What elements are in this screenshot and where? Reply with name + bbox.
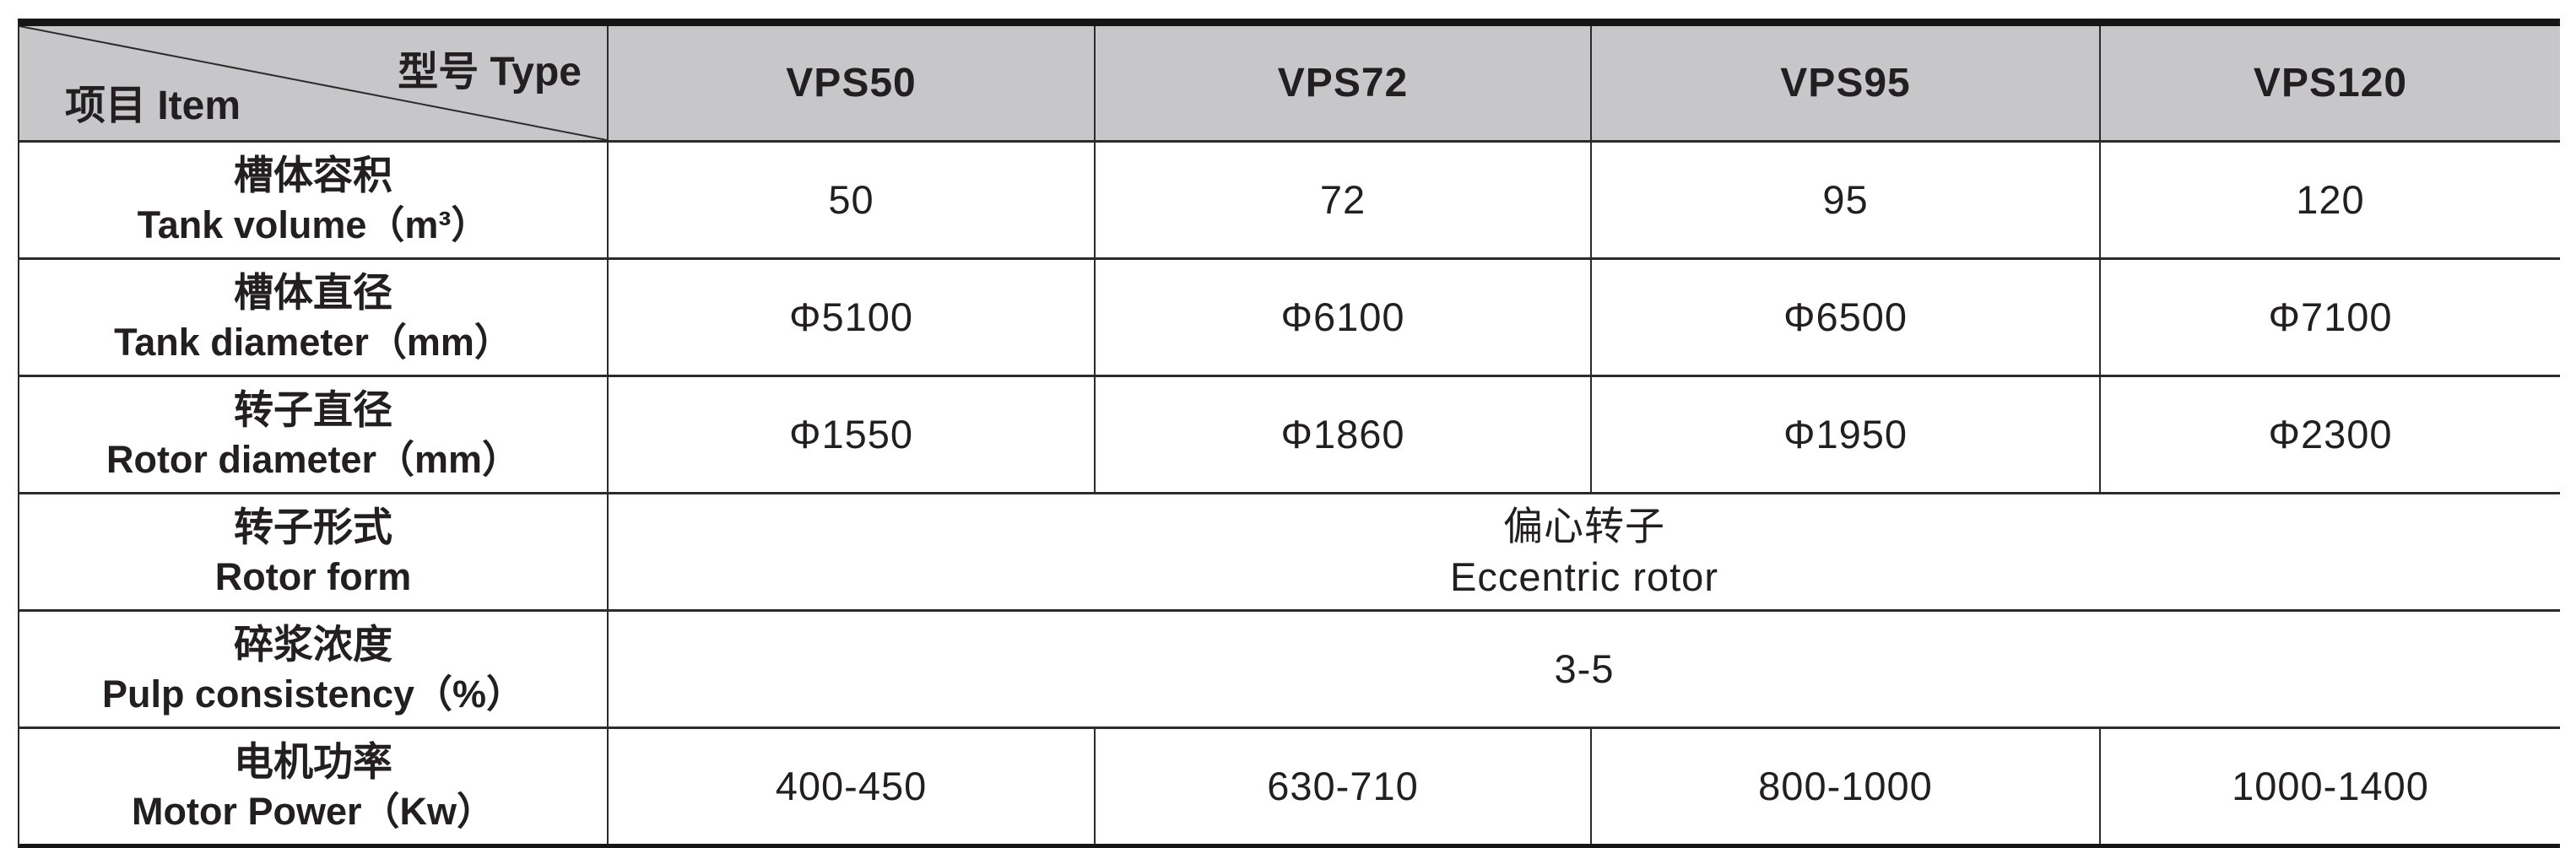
value-cell: 95 bbox=[1590, 143, 2099, 257]
column-header-label: VPS120 bbox=[2253, 60, 2408, 105]
column-header-label: VPS72 bbox=[1277, 60, 1409, 105]
merged-value-cell: 3-5 bbox=[607, 612, 2560, 726]
value-cell: 400-450 bbox=[607, 729, 1094, 844]
table-header-row: 型号 Type 项目 Item VPS50 VPS72 VPS95 VPS120 bbox=[19, 26, 2560, 140]
column-header-label: VPS95 bbox=[1780, 60, 1911, 105]
column-header-vps95: VPS95 bbox=[1590, 26, 2099, 140]
value-cell: Φ1550 bbox=[607, 377, 1094, 492]
column-header-vps120: VPS120 bbox=[2099, 26, 2560, 140]
value-text: Φ1950 bbox=[1783, 411, 1908, 456]
merged-value-text: 3-5 bbox=[1554, 645, 1615, 691]
corner-type-label: 型号 Type bbox=[398, 50, 582, 95]
row-label-zh: 转子形式 bbox=[234, 505, 392, 550]
row-label-en: Tank volume（m³） bbox=[137, 203, 490, 247]
value-text: 72 bbox=[1319, 176, 1366, 222]
table-row-tank-volume: 槽体容积 Tank volume（m³） 50 72 95 120 bbox=[19, 140, 2560, 257]
row-label-zh: 碎浆浓度 bbox=[234, 622, 392, 667]
row-label-cell: 碎浆浓度 Pulp consistency（%） bbox=[19, 612, 607, 726]
value-cell: Φ6500 bbox=[1590, 260, 2099, 375]
column-header-label: VPS50 bbox=[786, 60, 917, 105]
row-label-cell: 转子直径 Rotor diameter（mm） bbox=[19, 377, 607, 492]
row-label-zh: 电机功率 bbox=[234, 739, 392, 785]
value-text: 95 bbox=[1822, 176, 1869, 222]
value-cell: 72 bbox=[1094, 143, 1590, 257]
row-label-zh: 槽体直径 bbox=[234, 270, 392, 316]
row-label-en: Motor Power（Kw） bbox=[131, 790, 495, 834]
value-cell: Φ1860 bbox=[1094, 377, 1590, 492]
value-cell: 120 bbox=[2099, 143, 2560, 257]
row-label-cell: 电机功率 Motor Power（Kw） bbox=[19, 729, 607, 844]
row-label-zh: 转子直径 bbox=[234, 387, 392, 433]
value-cell: 50 bbox=[607, 143, 1094, 257]
value-cell: Φ6100 bbox=[1094, 260, 1590, 375]
table-row-rotor-form: 转子形式 Rotor form 偏心转子 Eccentric rotor bbox=[19, 492, 2560, 609]
value-text: 1000-1400 bbox=[2232, 763, 2429, 808]
row-label-cell: 槽体容积 Tank volume（m³） bbox=[19, 143, 607, 257]
row-label-zh: 槽体容积 bbox=[234, 153, 392, 198]
value-text: 800-1000 bbox=[1758, 763, 1933, 808]
value-cell: 800-1000 bbox=[1590, 729, 2099, 844]
row-label-en: Pulp consistency（%） bbox=[101, 672, 525, 716]
table-row-tank-diameter: 槽体直径 Tank diameter（mm） Φ5100 Φ6100 Φ6500… bbox=[19, 257, 2560, 375]
row-label-en: Rotor form bbox=[214, 555, 412, 599]
table-row-pulp-consistency: 碎浆浓度 Pulp consistency（%） 3-5 bbox=[19, 609, 2560, 726]
value-cell: Φ5100 bbox=[607, 260, 1094, 375]
value-text: Φ7100 bbox=[2268, 294, 2393, 339]
value-text: Φ1860 bbox=[1280, 411, 1405, 456]
merged-value-zh: 偏心转子 bbox=[1503, 503, 1665, 548]
value-text: 120 bbox=[2296, 176, 2365, 222]
value-cell: 1000-1400 bbox=[2099, 729, 2560, 844]
column-header-vps72: VPS72 bbox=[1094, 26, 1590, 140]
merged-value-cell: 偏心转子 Eccentric rotor bbox=[607, 494, 2560, 609]
value-text: Φ2300 bbox=[2268, 411, 2393, 456]
diagonal-divider-line bbox=[19, 26, 607, 140]
value-text: Φ1550 bbox=[788, 411, 914, 456]
value-cell: Φ7100 bbox=[2099, 260, 2560, 375]
table-row-rotor-diameter: 转子直径 Rotor diameter（mm） Φ1550 Φ1860 Φ195… bbox=[19, 375, 2560, 492]
value-text: Φ6100 bbox=[1280, 294, 1405, 339]
merged-value-en: Eccentric rotor bbox=[1450, 554, 1718, 599]
value-cell: 630-710 bbox=[1094, 729, 1590, 844]
value-text: Φ5100 bbox=[788, 294, 914, 339]
corner-header-cell: 型号 Type 项目 Item bbox=[19, 26, 607, 140]
spec-table: 型号 Type 项目 Item VPS50 VPS72 VPS95 VPS120… bbox=[18, 19, 2560, 848]
table-row-motor-power: 电机功率 Motor Power（Kw） 400-450 630-710 800… bbox=[19, 726, 2560, 844]
value-cell: Φ2300 bbox=[2099, 377, 2560, 492]
row-label-cell: 槽体直径 Tank diameter（mm） bbox=[19, 260, 607, 375]
value-text: 50 bbox=[828, 176, 874, 222]
column-header-vps50: VPS50 bbox=[607, 26, 1094, 140]
row-label-cell: 转子形式 Rotor form bbox=[19, 494, 607, 609]
value-text: 400-450 bbox=[775, 763, 928, 808]
value-cell: Φ1950 bbox=[1590, 377, 2099, 492]
value-text: 630-710 bbox=[1267, 763, 1419, 808]
row-label-en: Tank diameter（mm） bbox=[114, 321, 512, 365]
row-label-en: Rotor diameter（mm） bbox=[106, 438, 521, 482]
value-text: Φ6500 bbox=[1783, 294, 1908, 339]
corner-item-label: 项目 Item bbox=[65, 83, 241, 128]
